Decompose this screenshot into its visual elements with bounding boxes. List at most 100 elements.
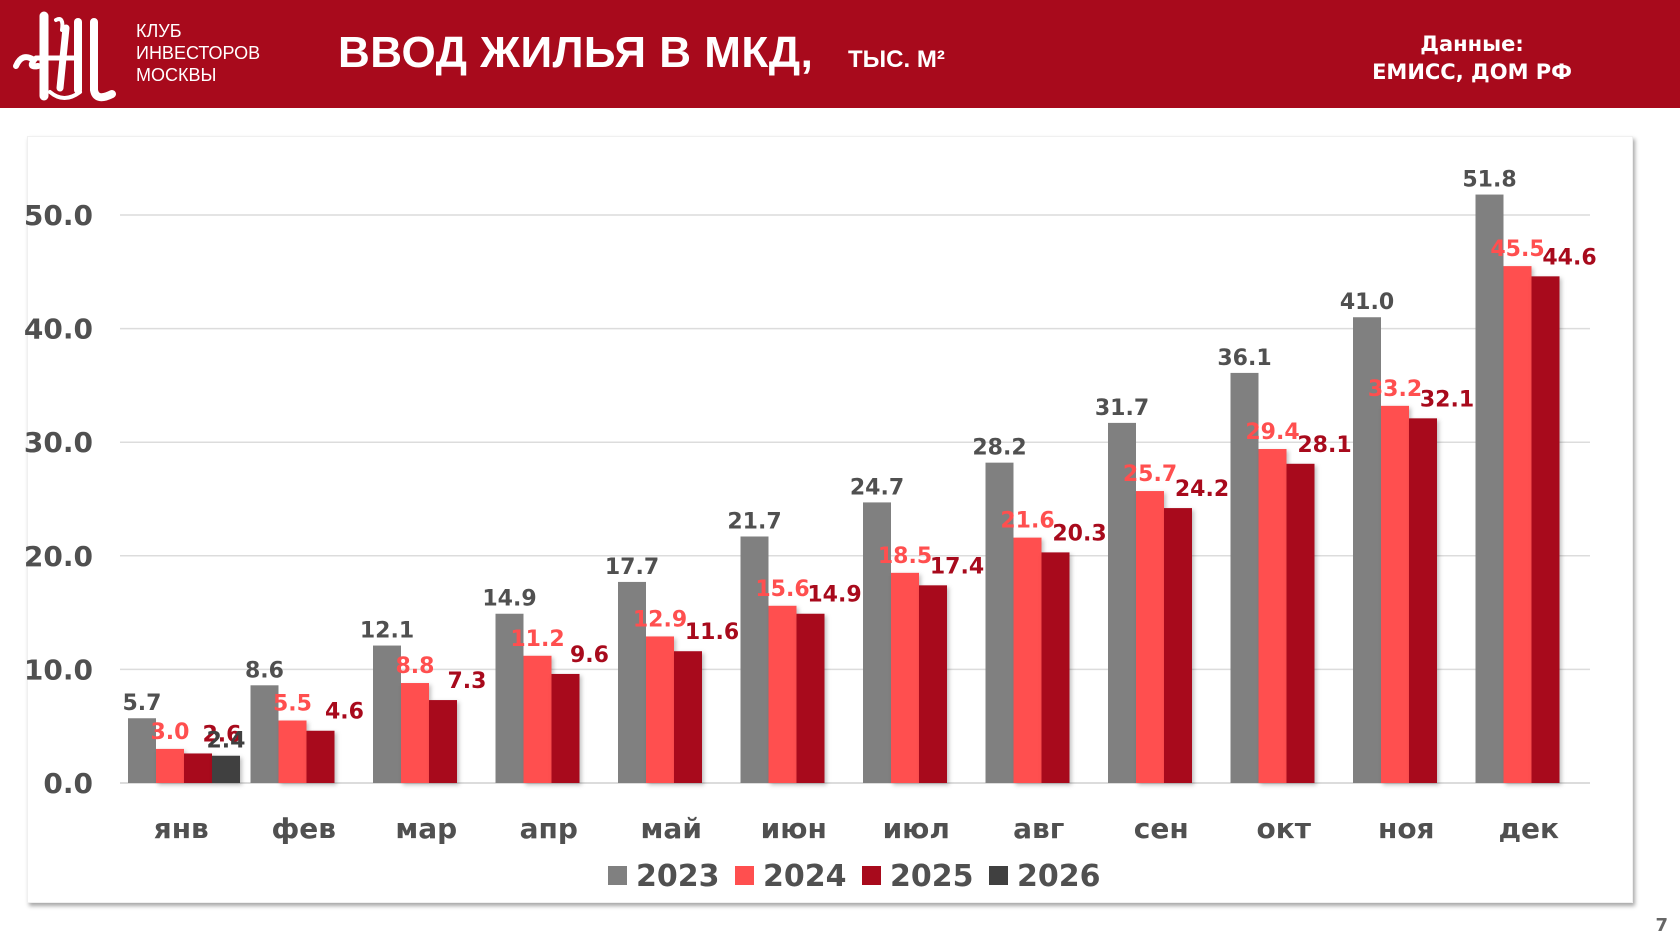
- x-tick-label: май: [641, 812, 702, 845]
- bar-2025-июн: [796, 613, 825, 783]
- legend-swatch-2025: [862, 866, 881, 885]
- data-label-2024: 3.0: [151, 720, 190, 745]
- bar-2023-июн: [740, 536, 769, 783]
- legend-swatch-2024: [735, 866, 754, 885]
- data-label-2025: 28.1: [1297, 433, 1351, 458]
- data-label-2023: 31.7: [1095, 396, 1149, 421]
- data-label-2024: 25.7: [1123, 462, 1177, 487]
- data-label-2025: 32.1: [1420, 387, 1474, 412]
- bar-2023-окт: [1230, 372, 1259, 783]
- data-label-2023: 8.6: [245, 658, 284, 683]
- data-label-2025: 20.3: [1052, 521, 1106, 546]
- data-source-label: Данные:: [1420, 32, 1524, 56]
- data-label-2025: 2.6: [203, 722, 242, 747]
- bar-2025-сен: [1164, 508, 1192, 783]
- data-label-2024: 11.2: [510, 627, 564, 652]
- data-label-2025: 11.6: [685, 620, 739, 645]
- page-number: 7: [1655, 915, 1668, 936]
- data-label-2023: 36.1: [1217, 346, 1271, 371]
- legend: 2023 2024 2025 2026: [608, 859, 1101, 894]
- legend-label-2025: 2025: [890, 859, 974, 894]
- data-label-2023: 17.7: [605, 555, 659, 580]
- data-label-2025: 9.6: [570, 643, 609, 668]
- bar-2024-июн: [768, 605, 797, 783]
- club-name-line-1: КЛУБ: [136, 21, 182, 41]
- data-label-2024: 5.5: [273, 692, 312, 717]
- bar-2025-авг: [1041, 552, 1070, 783]
- bar-2024-авг: [1013, 537, 1042, 783]
- bar-2023-июл: [863, 502, 891, 783]
- data-label-2023: 51.8: [1462, 168, 1516, 193]
- gridlines: [120, 214, 1590, 784]
- legend-swatch-2023: [608, 866, 627, 885]
- bar-2023-авг: [985, 462, 1014, 783]
- data-label-2024: 15.6: [755, 577, 809, 602]
- club-logo-icon: [13, 11, 116, 102]
- y-tick-label: 50.0: [24, 199, 93, 232]
- bar-2026-янв: [212, 755, 240, 783]
- club-name: КЛУБ ИНВЕСТОРОВ МОСКВЫ: [136, 20, 260, 86]
- data-label-2023: 5.7: [123, 691, 162, 716]
- data-label-2025: 17.4: [930, 554, 984, 579]
- x-tick-label: окт: [1257, 812, 1312, 845]
- y-tick-label: 0.0: [43, 767, 93, 800]
- y-tick-label: 10.0: [24, 653, 93, 686]
- data-label-2023: 28.2: [972, 436, 1026, 461]
- data-label-2023: 12.1: [360, 619, 414, 644]
- bar-2024-дек: [1503, 266, 1532, 783]
- bar-2025-янв: [184, 753, 212, 783]
- x-tick-label: дек: [1498, 812, 1559, 845]
- data-labels: 5.7 3.0 2.62.4 8.6 5.5 4.6 12.1 8.8 7.3 14.9 11.29…: [123, 168, 1597, 754]
- page-subtitle-units: ТЫС. М²: [848, 46, 945, 73]
- bar-2023-мар: [373, 645, 401, 783]
- page-title: ВВОД ЖИЛЬЯ В МКД,: [338, 28, 814, 77]
- bar-2024-мар: [401, 683, 429, 783]
- bar-2023-сен: [1108, 422, 1136, 783]
- data-label-2024: 18.5: [878, 544, 932, 569]
- bar-2024-май: [646, 636, 674, 783]
- data-label-2025: 24.2: [1175, 477, 1229, 502]
- y-axis-ticks: 0.0 10.0 20.0 30.0 40.0 50.0: [24, 199, 93, 800]
- bar-2023-май: [618, 581, 646, 783]
- x-tick-label: авг: [1013, 812, 1064, 845]
- data-label-2025: 14.9: [807, 583, 861, 608]
- bar-2023-дек: [1475, 194, 1504, 783]
- legend-swatch-2026: [989, 866, 1008, 885]
- data-source: Данные: ЕМИСС, ДОМ РФ: [1372, 30, 1572, 86]
- x-axis-ticks: янв фев мар апр май июн июл авг сен окт ноя дек: [154, 812, 1559, 845]
- legend-label-2024: 2024: [763, 859, 847, 894]
- bars: [128, 194, 1560, 783]
- data-label-2024: 29.4: [1245, 420, 1299, 445]
- x-tick-label: фев: [272, 812, 337, 845]
- bar-2025-май: [674, 651, 702, 783]
- bar-2025-ноя: [1409, 418, 1437, 783]
- bar-2024-сен: [1136, 491, 1164, 783]
- y-tick-label: 30.0: [24, 426, 93, 459]
- club-name-line-3: МОСКВЫ: [136, 65, 217, 85]
- bar-2025-мар: [429, 700, 457, 783]
- bar-2024-июл: [891, 572, 919, 783]
- data-label-2023: 14.9: [482, 587, 536, 612]
- x-tick-label: июл: [883, 812, 950, 845]
- bar-2024-фев: [278, 720, 307, 783]
- data-label-2024: 8.8: [396, 654, 435, 679]
- header-bar: КЛУБ ИНВЕСТОРОВ МОСКВЫ ВВОД ЖИЛЬЯ В МКД,…: [0, 0, 1680, 108]
- club-name-line-2: ИНВЕСТОРОВ: [136, 43, 261, 63]
- bar-2024-окт: [1258, 449, 1287, 783]
- x-tick-label: янв: [154, 812, 209, 845]
- bar-2025-фев: [306, 730, 335, 783]
- bar-2024-ноя: [1381, 405, 1409, 783]
- data-label-2025: 44.6: [1542, 245, 1596, 270]
- data-label-2024: 21.6: [1000, 509, 1054, 534]
- bar-2023-фев: [250, 685, 279, 783]
- legend-label-2026: 2026: [1017, 859, 1101, 894]
- data-label-2023: 41.0: [1340, 290, 1394, 315]
- bar-2025-дек: [1531, 276, 1560, 783]
- y-tick-label: 20.0: [24, 540, 93, 573]
- data-label-2024: 45.5: [1490, 237, 1544, 262]
- bar-2025-апр: [551, 673, 580, 783]
- data-label-2023: 24.7: [850, 475, 904, 500]
- bar-2025-июл: [919, 585, 947, 783]
- bar-2024-янв: [156, 748, 184, 783]
